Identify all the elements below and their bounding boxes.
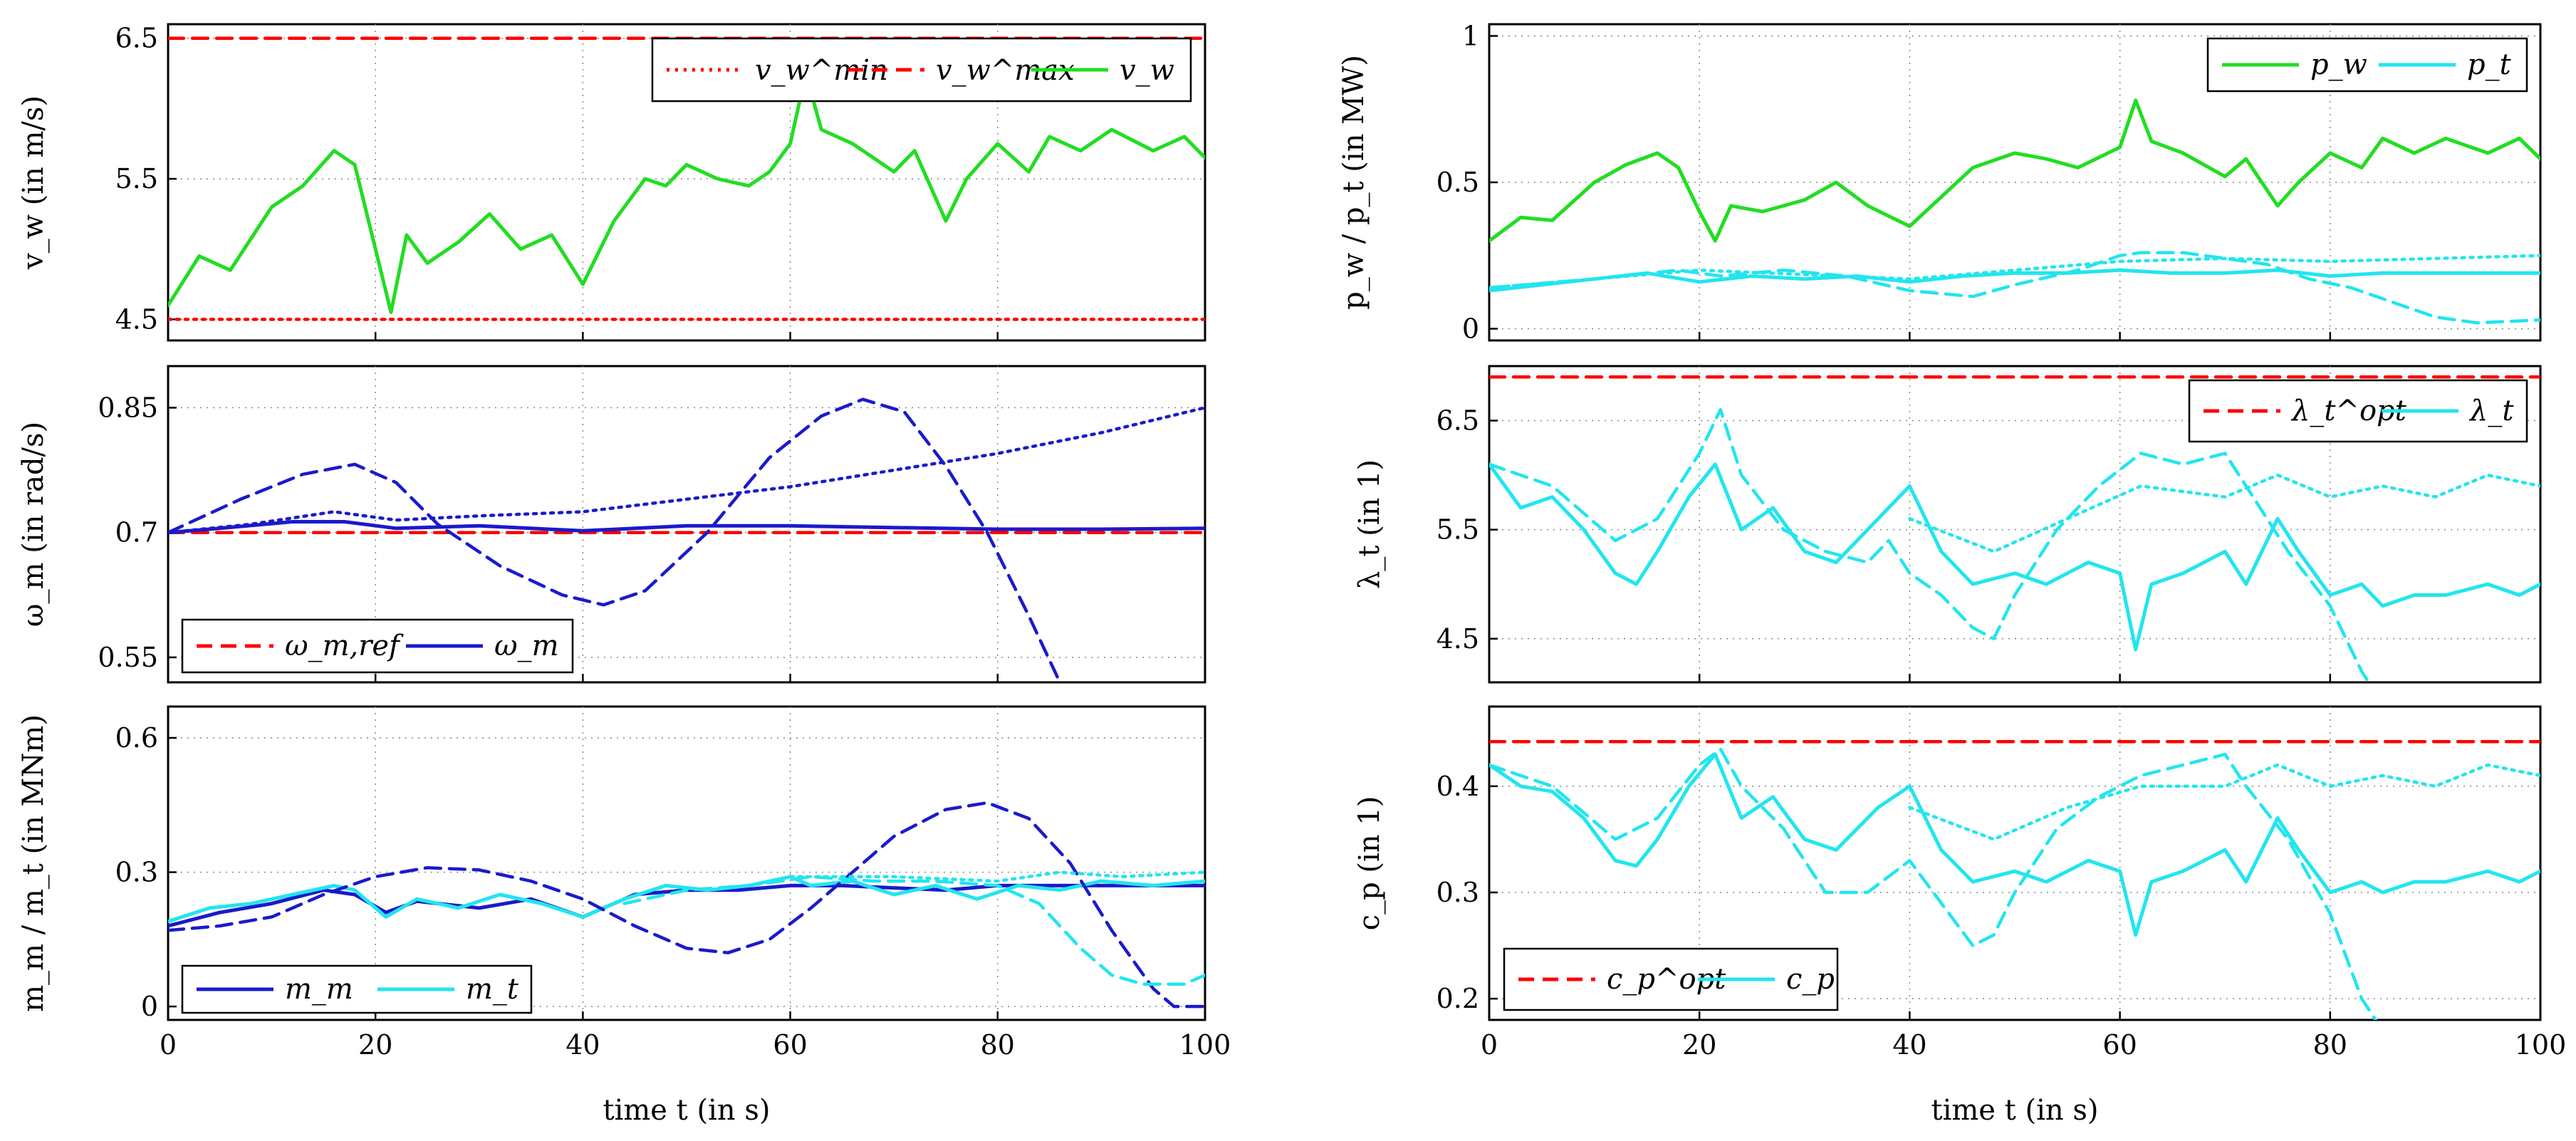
legend-label-vw: v_w [1120,54,1174,87]
panel-power: 00.51 p_w / p_t (in MW) p_w p_t [1337,20,2542,345]
series-group [1489,739,2540,1020]
series-line-omega-2 [168,397,1062,682]
y-axis-label: ω_m (in rad/s) [17,422,50,627]
y-axis-label: p_w / p_t (in MW) [1337,55,1370,310]
legend: ω_m,ref ω_m [181,618,574,674]
series-line-cp-2 [1489,747,2378,1020]
y-tick-label: 5.5 [115,163,158,194]
panel-rotor-speed: 0.55 0.7 0.85 ω_m (in rad/s) ω_m,ref ω_m [17,365,1206,684]
tick-labels: 0 20 40 60 80 100 0 0.3 0.6 [115,722,1231,1061]
legend-label-omega-ref: ω_m,ref [285,630,404,662]
series-line-vw-2 [168,71,1205,314]
tick-labels: 00.51 [1436,20,1479,344]
series-line-omega-3 [168,406,1205,534]
y-tick-label: 0.7 [115,517,158,548]
x-axis-label-right: time t (in s) [1931,1094,2099,1127]
y-tick-label: 0.85 [98,392,158,423]
legend-label-pt: p_t [2467,48,2512,81]
tick-labels: 0.55 0.7 0.85 [98,392,158,673]
y-tick-label: 4.5 [115,303,158,335]
y-tick-label: 0 [1462,313,1479,345]
y-tick-label: 0.3 [1436,877,1479,908]
series-line-torque-2 [168,801,1205,1009]
legend: c_p^opt c_p [1503,947,1839,1011]
grid [1488,366,2542,682]
panel-power-coefficient: 0 20 40 60 80 100 0.2 0.3 0.4 c_p (in 1) c_p^opt… [1353,705,2567,1061]
y-tick-label: 0 [141,991,158,1022]
panel-tip-speed-ratio: 4.5 5.5 6.5 λ_t (in 1) λ_t^opt λ_t [1353,365,2542,684]
x-axis-label-left: time t (in s) [603,1094,771,1127]
series-line-lambda-3 [1908,473,2540,553]
y-tick-label: 0.3 [115,857,158,888]
y-tick-label: 5.5 [1436,514,1479,546]
legend: p_w p_t [2206,37,2528,93]
panel-wind-speed: 4.5 5.5 6.5 v_w (in m/s) v_w^min v_w^max v… [17,23,1206,342]
x-tick-label: 80 [981,1029,1015,1061]
legend-label-mt: m_t [466,973,519,1006]
x-tick-label: 60 [773,1029,807,1061]
series-group [1489,375,2540,682]
x-tick-label: 100 [2515,1029,2567,1061]
y-tick-label: 0.6 [115,722,158,754]
y-axis-label: m_m / m_t (in MNm) [17,714,50,1012]
tick-labels: 0 20 40 60 80 100 0.2 0.3 0.4 [1436,771,2567,1061]
series-group [1489,98,2540,325]
series-line-torque-4 [788,870,1205,883]
x-tick-label: 80 [2313,1029,2347,1061]
y-tick-label: 1 [1462,20,1479,51]
x-tick-label: 40 [565,1029,600,1061]
panel-torque: 0 20 40 60 80 100 0 0.3 0.6 m_m / m_t (in MNm) m… [17,705,1231,1061]
series-line-power-2 [1489,251,2540,325]
legend-box [1503,947,1839,1011]
legend: m_m m_t [181,964,533,1014]
series-line-cp-1 [1489,752,2540,937]
legend-label-cp: c_p [1786,963,1835,996]
y-axis-label: c_p (in 1) [1353,796,1386,931]
series-group [168,397,1205,682]
y-tick-label: 0.5 [1436,167,1479,198]
legend-label-omega: ω_m [494,630,559,662]
y-tick-label: 0.2 [1436,983,1479,1014]
series-line-omega-1 [168,520,1205,535]
series-line-power-1 [1489,268,2540,293]
x-tick-label: 40 [1892,1029,1926,1061]
series-line-power-0 [1489,98,2540,243]
y-tick-label: 0.4 [1436,771,1479,802]
series-line-cp-3 [1908,763,2540,841]
grid [167,707,1206,1020]
legend: v_w^min v_w^max v_w [651,37,1192,103]
y-tick-label: 6.5 [115,23,158,54]
tick-labels: 4.5 5.5 6.5 [115,23,158,335]
x-tick-label: 0 [160,1029,177,1061]
tick-labels: 4.5 5.5 6.5 [1436,405,1479,655]
series-line-lambda-2 [1489,407,2371,682]
x-tick-label: 20 [358,1029,392,1061]
legend-label-vw-min: v_w^min [755,54,888,87]
legend-label-lambda: λ_t [2468,395,2514,427]
series-line-torque-3 [622,875,1205,986]
y-tick-label: 0.55 [98,642,158,673]
legend-label-pw: p_w [2310,48,2367,81]
y-axis-label: λ_t (in 1) [1353,459,1386,589]
grid [1488,24,2542,340]
y-tick-label: 6.5 [1436,405,1479,437]
y-tick-label: 4.5 [1436,623,1479,655]
x-tick-label: 20 [1682,1029,1716,1061]
legend: λ_t^opt λ_t [2188,379,2528,443]
y-axis-label: v_w (in m/s) [17,95,50,270]
series-line-lambda-1 [1489,462,2540,652]
x-tick-label: 0 [1481,1029,1498,1061]
series-line-power-3 [1489,254,2540,290]
legend-label-mm: m_m [285,973,353,1006]
legend-box [2188,379,2528,443]
x-tick-label: 60 [2102,1029,2137,1061]
series-group [168,801,1205,1009]
x-tick-label: 100 [1179,1029,1231,1061]
